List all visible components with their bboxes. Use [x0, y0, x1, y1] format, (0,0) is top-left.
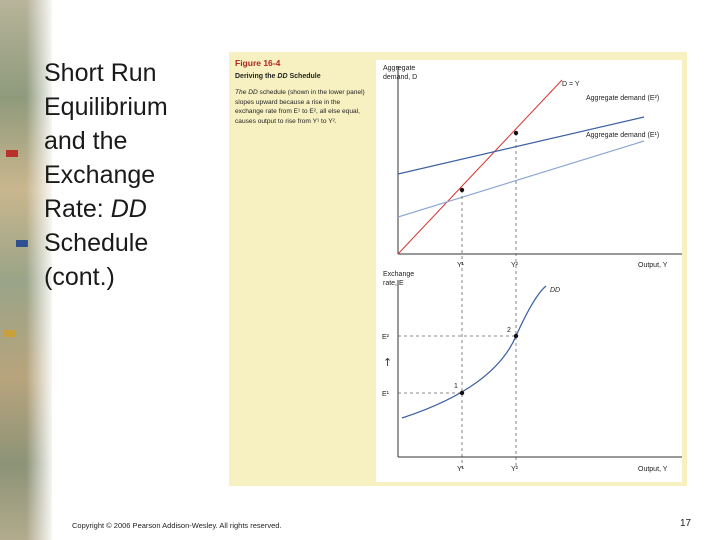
- bottom-tick-y2: Y²: [511, 466, 519, 473]
- figure-caption: The DD schedule (shown in the lower pane…: [235, 89, 365, 125]
- tick-e1: E¹: [382, 391, 390, 398]
- bottom-tick-y1: Y¹: [457, 466, 465, 473]
- dd-curve-label: DD: [550, 287, 560, 294]
- page-number: 17: [680, 518, 692, 529]
- equilibrium-point-2: [513, 130, 519, 136]
- up-arrow-icon: ↑: [383, 356, 392, 369]
- dd-point-2-label: 2: [507, 327, 511, 334]
- graph-background: [376, 60, 682, 482]
- aggregate-demand-lower-label: Aggregate demand (E¹): [586, 132, 659, 139]
- slide-title: Short Run Equilibrium and the Exchange R…: [44, 59, 168, 291]
- dd-point-1: [459, 390, 465, 396]
- line-45-label: D = Y: [562, 81, 580, 88]
- bottom-x-axis-label: Output, Y: [638, 466, 668, 473]
- bottom-y-axis-label-line1: Exchange: [383, 271, 414, 278]
- aggregate-demand-upper-curve: [398, 116, 645, 175]
- flag-icon: [16, 240, 28, 247]
- top-tick-y2: Y²: [511, 262, 519, 269]
- line-45-degree: [398, 79, 563, 254]
- aggregate-demand-upper-label: Aggregate demand (E²): [586, 95, 659, 102]
- flag-icon: [6, 150, 18, 157]
- copyright-footer: Copyright © 2006 Pearson Addison-Wesley.…: [72, 521, 282, 530]
- equilibrium-point-1: [459, 187, 465, 193]
- flag-icon: [4, 330, 16, 337]
- decorative-side-strip: [0, 0, 52, 540]
- dd-point-1-label: 1: [454, 383, 458, 390]
- figure-subtitle: Deriving the DD Schedule: [235, 73, 321, 80]
- dd-derivation-diagram: Aggregate demand, D D = Y Aggregate dema…: [376, 60, 682, 482]
- aggregate-demand-lower-curve: [398, 140, 645, 218]
- top-x-axis-label: Output, Y: [638, 262, 668, 269]
- top-tick-y1: Y¹: [457, 262, 465, 269]
- bottom-y-axis-label-line2: rate, E: [383, 280, 404, 287]
- tick-e2: E²: [382, 334, 390, 341]
- dd-point-2: [513, 333, 519, 339]
- top-y-axis-label-line2: demand, D: [383, 74, 417, 81]
- figure-number: Figure 16-4: [235, 58, 281, 68]
- dd-curve: [401, 285, 547, 419]
- top-y-axis-label-line1: Aggregate: [383, 65, 415, 72]
